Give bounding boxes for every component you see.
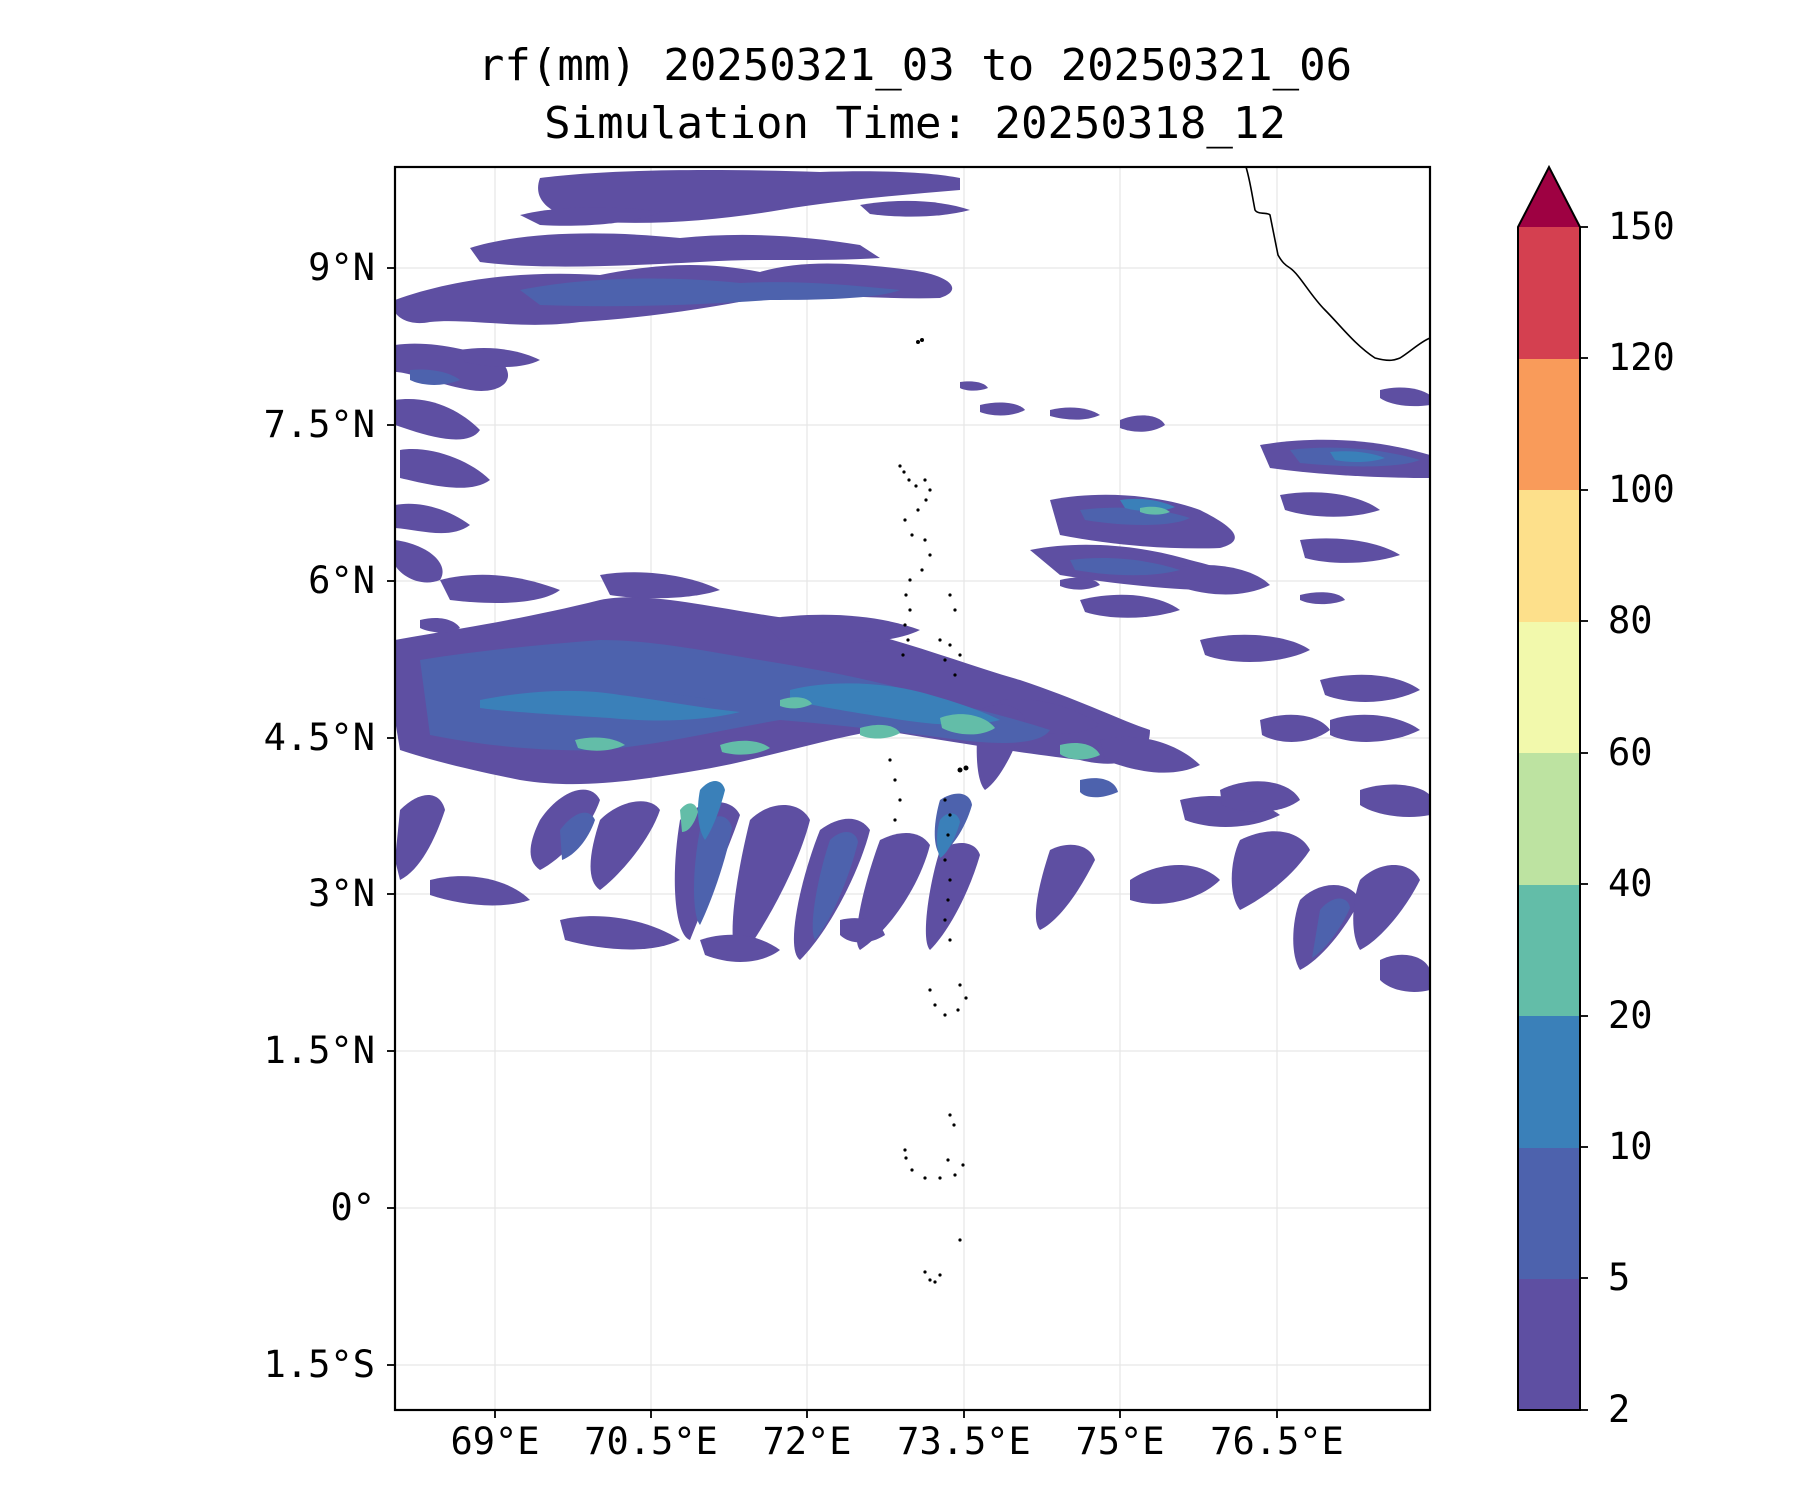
colorbar-bin-100-120 (1518, 358, 1580, 490)
lat-label: 3°N (308, 872, 375, 915)
lon-label: 72°E (762, 1420, 852, 1463)
lon-label: 73.5°E (897, 1420, 1031, 1463)
lon-label: 76.5°E (1210, 1420, 1344, 1463)
lon-label: 75°E (1075, 1420, 1165, 1463)
lon-label: 69°E (450, 1420, 540, 1463)
lat-label: 6°N (308, 559, 375, 602)
lat-label: 1.5°S (263, 1343, 375, 1386)
maldives-atolls (888, 338, 969, 1284)
rainfall-band-20-40mm (575, 506, 1170, 832)
axis-ticks (387, 267, 1278, 1418)
lat-label: 7.5°N (263, 403, 375, 446)
coastline-india (1245, 166, 1431, 362)
lat-label: 4.5°N (263, 716, 375, 759)
colorbar-label: 2 (1608, 1388, 1631, 1431)
colorbar (1517, 164, 1588, 1411)
map-subtitle: Simulation Time: 20250318_12 (544, 98, 1286, 149)
colorbar-label: 5 (1608, 1256, 1631, 1299)
colorbar-bin-120-150 (1518, 227, 1580, 359)
colorbar-bin-2-5 (1518, 1278, 1580, 1410)
map-frame (393, 165, 1432, 1412)
lat-label: 9°N (308, 246, 375, 289)
map-title: rf(mm) 20250321_03 to 20250321_06 (477, 40, 1353, 91)
lat-label: 1.5°N (263, 1029, 375, 1072)
colorbar-label: 100 (1608, 468, 1675, 511)
colorbar-bin-60-80 (1518, 621, 1580, 753)
colorbar-label: 20 (1608, 994, 1653, 1037)
colorbar-bin-20-40 (1518, 884, 1580, 1016)
lat-label: 0° (330, 1186, 375, 1229)
colorbar-label: 10 (1608, 1125, 1653, 1168)
colorbar-bin-5-10 (1518, 1147, 1580, 1279)
colorbar-extend-arrow (1518, 167, 1580, 227)
colorbar-label: 60 (1608, 731, 1653, 774)
lon-label: 70.5°E (584, 1420, 718, 1463)
colorbar-label: 80 (1608, 599, 1653, 642)
colorbar-bin-10-20 (1518, 1016, 1580, 1148)
colorbar-label: 40 (1608, 862, 1653, 905)
colorbar-label: 120 (1608, 336, 1675, 379)
colorbar-label: 150 (1608, 205, 1675, 248)
colorbar-bin-80-100 (1518, 490, 1580, 622)
map-gridlines (395, 167, 1430, 1410)
colorbar-bin-40-60 (1518, 753, 1580, 885)
